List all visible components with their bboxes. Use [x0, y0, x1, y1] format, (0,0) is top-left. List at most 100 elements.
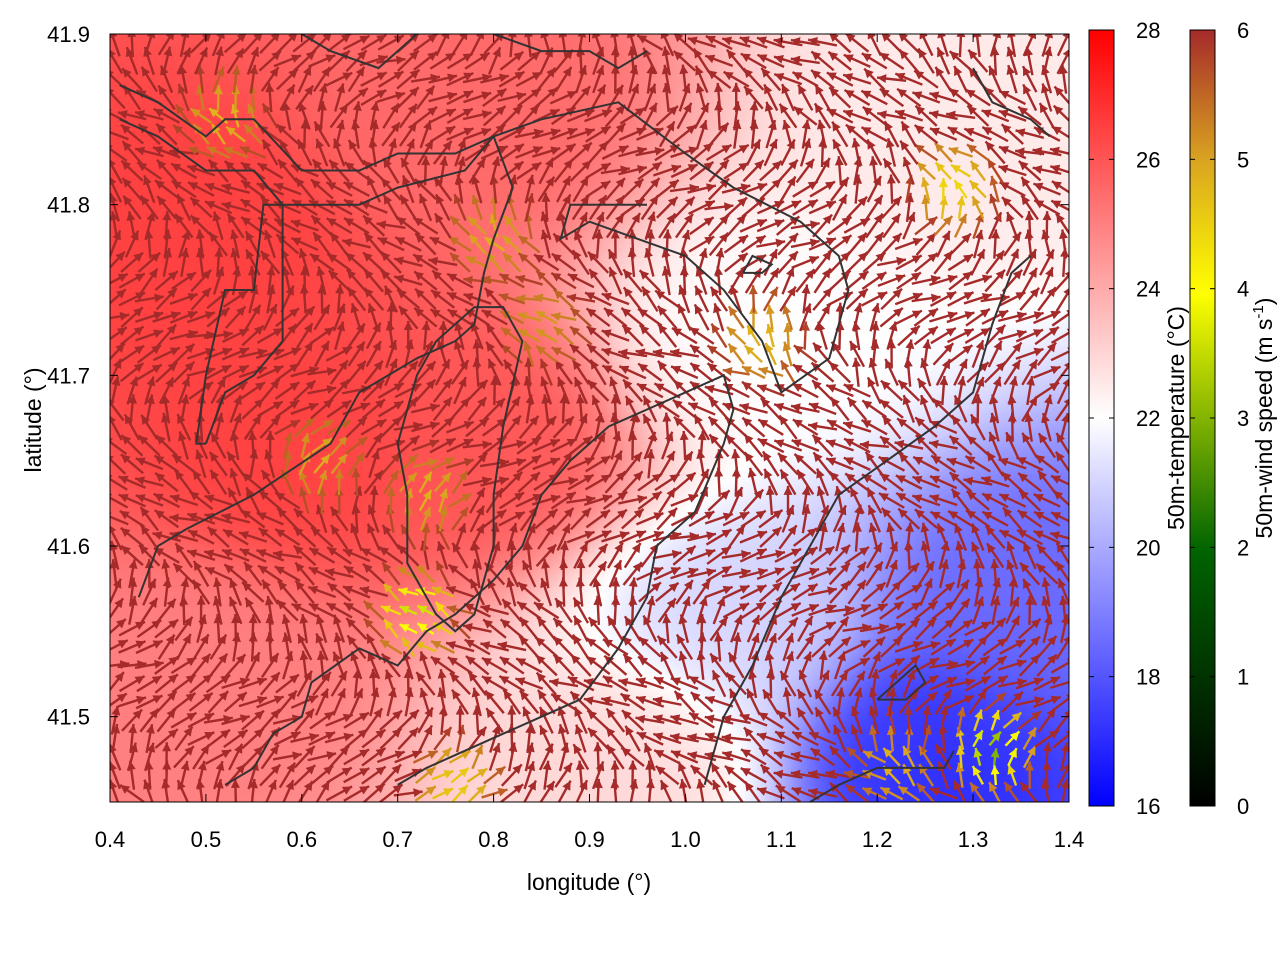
wind-arrow	[208, 652, 229, 678]
wind-arrow	[777, 616, 799, 641]
wind-arrow	[692, 579, 711, 605]
wind-arrow	[601, 531, 630, 543]
x-tick-label: 1.1	[766, 827, 797, 852]
x-tick-label: 1.4	[1054, 827, 1085, 852]
wind-arrow	[643, 742, 656, 772]
wind-arrow	[776, 709, 800, 731]
wind-arrow	[451, 506, 469, 531]
wind-arrow	[675, 633, 694, 661]
wind-arrow	[843, 639, 871, 655]
wind-arrow	[381, 561, 401, 586]
wind-colorbar-tick-label: 1	[1237, 665, 1249, 690]
wind-arrow	[393, 788, 423, 798]
wind-arrow	[897, 785, 921, 802]
wind-arrow	[727, 652, 745, 679]
wind-arrow	[383, 618, 399, 639]
wind-arrow	[818, 650, 828, 680]
wind-arrow	[843, 769, 871, 780]
wind-arrow	[518, 689, 540, 715]
wind-arrow	[1003, 781, 1020, 802]
wind-arrow	[1002, 711, 1023, 729]
wind-arrow	[272, 751, 302, 761]
wind-arrow	[878, 657, 906, 673]
wind-arrow	[204, 748, 232, 765]
wind-arrow	[196, 595, 206, 625]
wind-arrow	[895, 583, 923, 601]
wind-arrow	[585, 637, 611, 657]
wind-arrow	[469, 523, 485, 551]
y-tick-label: 41.7	[47, 363, 90, 388]
wind-arrow	[624, 725, 641, 752]
wind-arrow	[453, 522, 467, 552]
wind-arrow	[447, 656, 473, 675]
wind-arrow	[936, 523, 951, 552]
wind-arrow	[536, 616, 557, 641]
wind-arrow	[570, 507, 592, 531]
wind-arrow	[931, 581, 956, 603]
wind-arrow	[469, 505, 485, 533]
wind-arrow	[214, 778, 224, 802]
wind-arrow	[241, 709, 265, 731]
temperature-colorbar-tick-label: 28	[1136, 18, 1160, 43]
wind-arrow	[902, 669, 916, 698]
wind-arrow	[223, 728, 249, 749]
wind-arrow	[173, 745, 195, 769]
wind-arrow	[274, 528, 301, 547]
wind-arrow	[445, 585, 475, 598]
wind-arrow	[862, 750, 887, 764]
wind-arrow	[145, 723, 155, 754]
wind-arrow	[516, 600, 542, 620]
wind-arrow	[1019, 781, 1039, 802]
wind-arrow	[762, 688, 780, 715]
wind-arrow	[256, 549, 285, 562]
wind-arrow	[449, 672, 471, 696]
wind-arrow	[186, 512, 216, 525]
wind-arrow	[1005, 596, 1020, 625]
wind-arrow	[118, 640, 146, 654]
wind-arrow	[378, 545, 404, 565]
wind-arrow	[1017, 710, 1042, 731]
wind-arrow	[714, 632, 724, 662]
wind-arrow	[433, 726, 453, 751]
wind-arrow	[1022, 578, 1038, 606]
wind-colorbar-tick-label: 3	[1237, 406, 1249, 431]
wind-arrow	[879, 600, 905, 620]
wind-arrow	[652, 549, 682, 560]
wind-arrow	[808, 586, 838, 597]
wind-arrow	[1022, 541, 1037, 570]
wind-arrow	[610, 760, 620, 790]
wind-arrow	[481, 787, 508, 799]
wind-arrow	[156, 598, 177, 623]
wind-arrow	[843, 603, 872, 617]
wind-arrow	[775, 784, 801, 802]
wind-arrow	[282, 632, 292, 662]
wind-arrow	[635, 530, 665, 544]
wind-arrow	[653, 566, 681, 581]
wind-arrow	[1007, 747, 1018, 767]
wind-arrow	[897, 617, 921, 640]
wind-arrow	[381, 653, 401, 678]
wind-arrow	[659, 651, 675, 680]
wind-arrow	[1036, 635, 1058, 659]
wind-arrow	[499, 783, 524, 802]
plot-area	[110, 34, 1069, 802]
wind-arrow	[861, 786, 887, 801]
wind-arrow	[973, 747, 983, 766]
wind-arrow	[332, 687, 347, 716]
wind-arrow	[326, 546, 352, 565]
wind-arrow	[782, 632, 795, 662]
wind-arrow	[584, 529, 612, 545]
wind-arrow	[758, 581, 783, 603]
wind-arrow	[1004, 730, 1021, 747]
wind-arrow	[419, 687, 431, 717]
wind-arrow	[152, 531, 181, 543]
wind-arrow	[396, 709, 420, 732]
wind-arrow	[607, 542, 624, 569]
wind-arrow	[726, 524, 746, 550]
wind-arrow	[946, 694, 975, 709]
wind-arrow	[885, 559, 898, 588]
wind-arrow	[618, 530, 647, 545]
wind-arrow	[796, 707, 815, 734]
wind-arrow	[611, 577, 621, 607]
wind-arrow	[1006, 559, 1019, 588]
